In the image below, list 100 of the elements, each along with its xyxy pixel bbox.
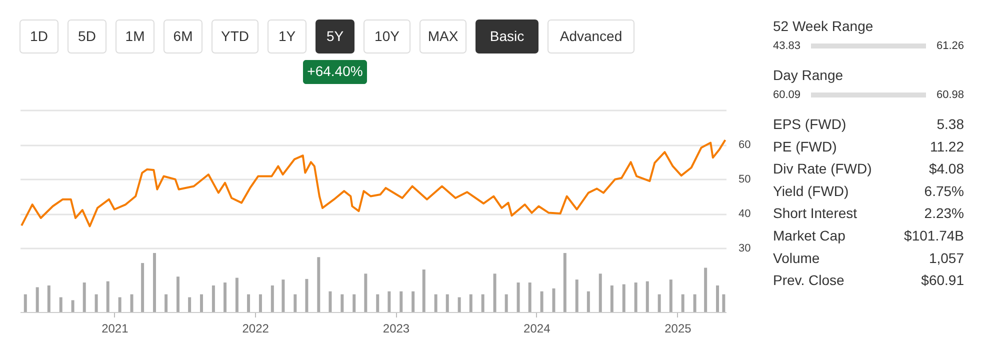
category-label: 5Y (326, 28, 344, 44)
bar (164, 294, 168, 312)
bar (598, 274, 602, 312)
bar (681, 294, 684, 312)
bar (352, 294, 356, 312)
bar (224, 282, 227, 312)
category-label: 10Y (374, 28, 400, 44)
y-tick-label: 60 (738, 139, 751, 151)
bar (282, 280, 285, 312)
y-tick-label: 30 (738, 242, 751, 254)
category-label: YTD (221, 28, 249, 44)
bar (400, 291, 403, 312)
bar (722, 294, 726, 312)
bar (176, 276, 180, 312)
category-label: 1M (125, 28, 145, 44)
bar (141, 263, 144, 312)
bar (82, 282, 86, 312)
bar (528, 282, 532, 312)
bar (716, 285, 720, 312)
text: 60.09 (773, 89, 801, 101)
bar (317, 257, 320, 312)
bar (328, 291, 332, 312)
text: 61.26 (936, 40, 964, 52)
category-label: Day Range (773, 67, 844, 83)
bar (364, 274, 368, 312)
bar (294, 294, 297, 312)
bar (118, 297, 122, 312)
text: 1,057 (928, 250, 964, 266)
text: 11.22 (930, 138, 964, 154)
bar (188, 297, 192, 312)
bar (434, 294, 438, 312)
bar (305, 278, 308, 312)
category-label: Advanced (560, 28, 622, 44)
bar (247, 294, 250, 312)
bar (481, 294, 484, 312)
bar (704, 268, 708, 312)
bar (212, 285, 215, 312)
bar (540, 291, 544, 312)
bar (493, 274, 496, 312)
line-series (20, 139, 726, 228)
bar (71, 300, 74, 312)
text: 2.23% (924, 205, 964, 222)
bar (516, 282, 520, 312)
bar (130, 294, 134, 312)
bar (106, 281, 110, 312)
x-tick-label: 2022 (242, 322, 270, 336)
category-label: Volume (773, 250, 820, 266)
category-label: 52 Week Range (773, 18, 874, 34)
text: 5.38 (936, 116, 964, 132)
bar (270, 285, 274, 312)
bar (552, 288, 556, 312)
text: 43.83 (773, 40, 801, 52)
x-tick-label: 2024 (524, 322, 551, 336)
bar (47, 285, 50, 312)
category-label: Market Cap (773, 228, 846, 244)
category-label: EPS (FWD) (773, 116, 846, 132)
bar (422, 270, 426, 312)
x-tick-label: 2021 (102, 322, 129, 336)
text: +64.40% (307, 63, 363, 79)
text: 60.98 (936, 89, 964, 101)
bar (646, 281, 649, 312)
bar (36, 287, 39, 312)
bar (634, 282, 638, 312)
category-label: Basic (490, 28, 524, 44)
bar (59, 297, 62, 312)
category-label: 1Y (278, 28, 296, 44)
category-label: Prev. Close (773, 272, 845, 288)
x-tick-label: 2025 (664, 322, 692, 336)
bar (446, 294, 449, 312)
bar (458, 297, 461, 312)
y-tick-label: 50 (738, 174, 751, 186)
category-label: PE (FWD) (773, 138, 837, 154)
bar (586, 291, 590, 312)
bar (258, 294, 262, 312)
text: 6.75% (924, 182, 964, 199)
bar (469, 294, 472, 312)
y-tick-label: 40 (738, 208, 751, 220)
bar (693, 294, 696, 312)
bar (412, 291, 415, 312)
bar (388, 291, 391, 312)
category-label: Yield (FWD) (773, 182, 849, 199)
bar (622, 284, 626, 312)
text: $4.08 (928, 160, 964, 177)
bar (340, 294, 344, 312)
text: $101.74B (904, 228, 964, 244)
bar (200, 294, 204, 312)
bar (575, 280, 578, 312)
bar (658, 294, 661, 312)
bar (563, 253, 566, 312)
bar (504, 294, 508, 312)
x-tick-label: 2023 (382, 322, 410, 336)
bar (94, 294, 98, 312)
category-label: 1D (30, 28, 48, 44)
category-label: 6M (173, 28, 193, 44)
category-label: 5D (78, 28, 96, 44)
category-label: Div Rate (FWD) (773, 160, 872, 177)
text: $60.91 (921, 272, 964, 288)
bar (24, 294, 27, 312)
bar (669, 280, 672, 312)
bar (610, 285, 614, 312)
